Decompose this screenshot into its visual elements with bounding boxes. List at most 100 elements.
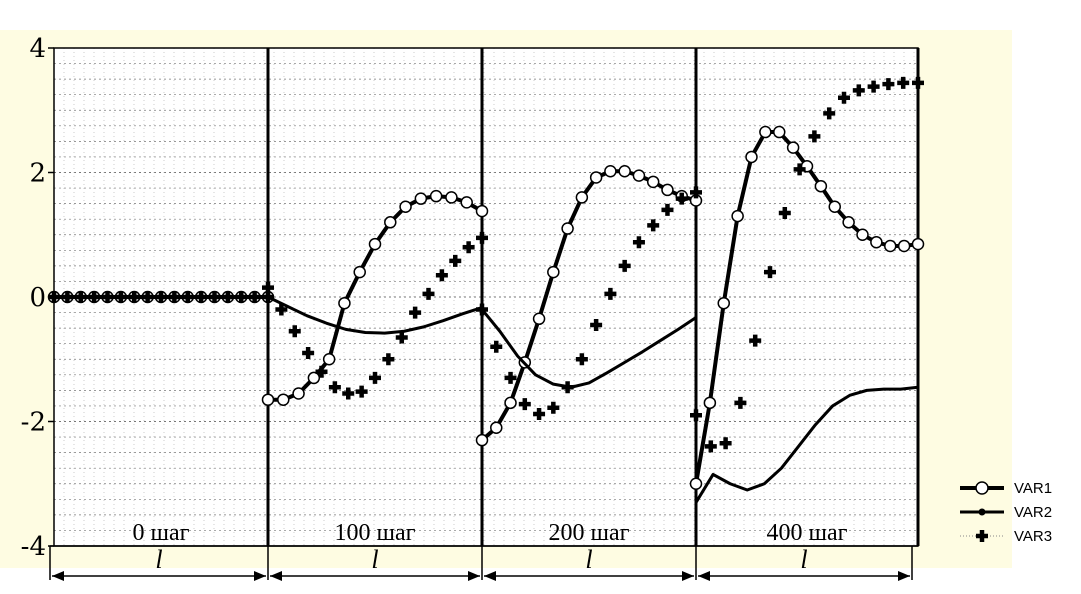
var3-point (704, 440, 717, 453)
var3-point (882, 78, 895, 91)
legend-label: VAR1 (1014, 480, 1052, 497)
var3-point (61, 291, 74, 303)
length-arrow-head-right (898, 571, 910, 581)
var1-point (353, 265, 366, 279)
var2-line (480, 308, 697, 389)
var3-point (618, 259, 631, 272)
var3-point (690, 186, 702, 199)
var3-point (141, 291, 154, 303)
var1-point (475, 204, 489, 218)
length-label: l (155, 545, 162, 574)
var3-point (838, 91, 850, 104)
legend-item-var1: VAR1 (960, 480, 1052, 497)
var3-point (912, 76, 924, 89)
var1-point (731, 209, 744, 223)
var1-point (532, 312, 546, 326)
var1-point (292, 387, 305, 400)
legend-item-var3: VAR3 (960, 528, 1052, 545)
var3-point (976, 530, 988, 542)
var1-point (689, 477, 703, 490)
legend-label: VAR2 (1014, 504, 1052, 521)
length-label: l (371, 545, 378, 574)
var3-point (101, 291, 114, 303)
legend: VAR1 VAR2 VAR3 (960, 480, 1052, 545)
var3-point (195, 291, 208, 303)
var2-line (267, 295, 483, 335)
var1-point (661, 183, 674, 197)
var1-point (911, 237, 925, 251)
var3-point (275, 303, 288, 316)
var3-point (852, 84, 865, 97)
panel-label: 200 шаг (549, 520, 630, 546)
var1-point (322, 353, 336, 366)
var1-point (429, 189, 443, 203)
y-tick-label: 0 (29, 283, 46, 313)
var3-point (395, 331, 408, 344)
var1-point (842, 216, 855, 229)
var3-point (315, 365, 328, 378)
var3-point (504, 371, 517, 384)
y-tick-label: 2 (29, 159, 46, 189)
var3-point (749, 334, 762, 347)
length-arrow-head-right (254, 571, 266, 581)
var3-point (355, 385, 368, 398)
var3-point (74, 291, 87, 303)
length-label: l (585, 545, 592, 574)
var3-point (114, 291, 127, 303)
var3-point (719, 437, 732, 450)
panel-label: 400 шаг (767, 520, 848, 546)
series-var3 (48, 76, 924, 453)
length-arrow-head-left (270, 571, 282, 581)
var1-point (547, 265, 560, 279)
length-arrow-head-right (682, 571, 694, 581)
var2-line (694, 385, 919, 504)
var1-point (384, 216, 397, 229)
var1-point (618, 165, 631, 178)
var3-point (449, 254, 462, 267)
var1-point (475, 433, 489, 447)
var3-point (235, 291, 248, 303)
var3-point (632, 236, 645, 249)
length-arrow-head-right (468, 571, 480, 581)
var3-point (604, 287, 617, 300)
var1-point (870, 235, 883, 249)
var3-point (867, 80, 880, 93)
var3-point (262, 281, 274, 294)
var3-point (490, 340, 503, 353)
var3-point (661, 203, 674, 216)
var3-point (369, 371, 381, 384)
var1-point (786, 141, 800, 154)
var3-point (533, 408, 546, 421)
panel-label: 100 шаг (335, 520, 416, 546)
var1-point (884, 239, 897, 253)
var3-point (476, 231, 488, 244)
var3-point (288, 325, 301, 338)
var3-point (168, 291, 181, 303)
var3-point (476, 303, 488, 316)
var1-point (307, 371, 321, 385)
var1-point (897, 239, 911, 253)
var3-point (328, 381, 341, 394)
var1-point (632, 169, 646, 182)
panel-dividers (266, 48, 920, 546)
var1-point (589, 171, 603, 184)
var3-point (561, 381, 574, 394)
var1-point (604, 165, 617, 178)
var3-point (208, 291, 221, 303)
var3-point (435, 269, 448, 282)
var3-point (302, 347, 315, 360)
legend-label: VAR3 (1014, 528, 1052, 545)
var3-point (462, 241, 475, 254)
var1-point (856, 228, 869, 241)
var1-point (414, 192, 428, 205)
var1-point (773, 125, 786, 139)
var3-point (778, 206, 791, 219)
length-label: l (800, 545, 807, 574)
var1-point (814, 179, 828, 193)
var1-point (399, 200, 412, 213)
var1-point (717, 296, 730, 310)
var1-point (277, 393, 290, 406)
var3-point (823, 107, 836, 120)
